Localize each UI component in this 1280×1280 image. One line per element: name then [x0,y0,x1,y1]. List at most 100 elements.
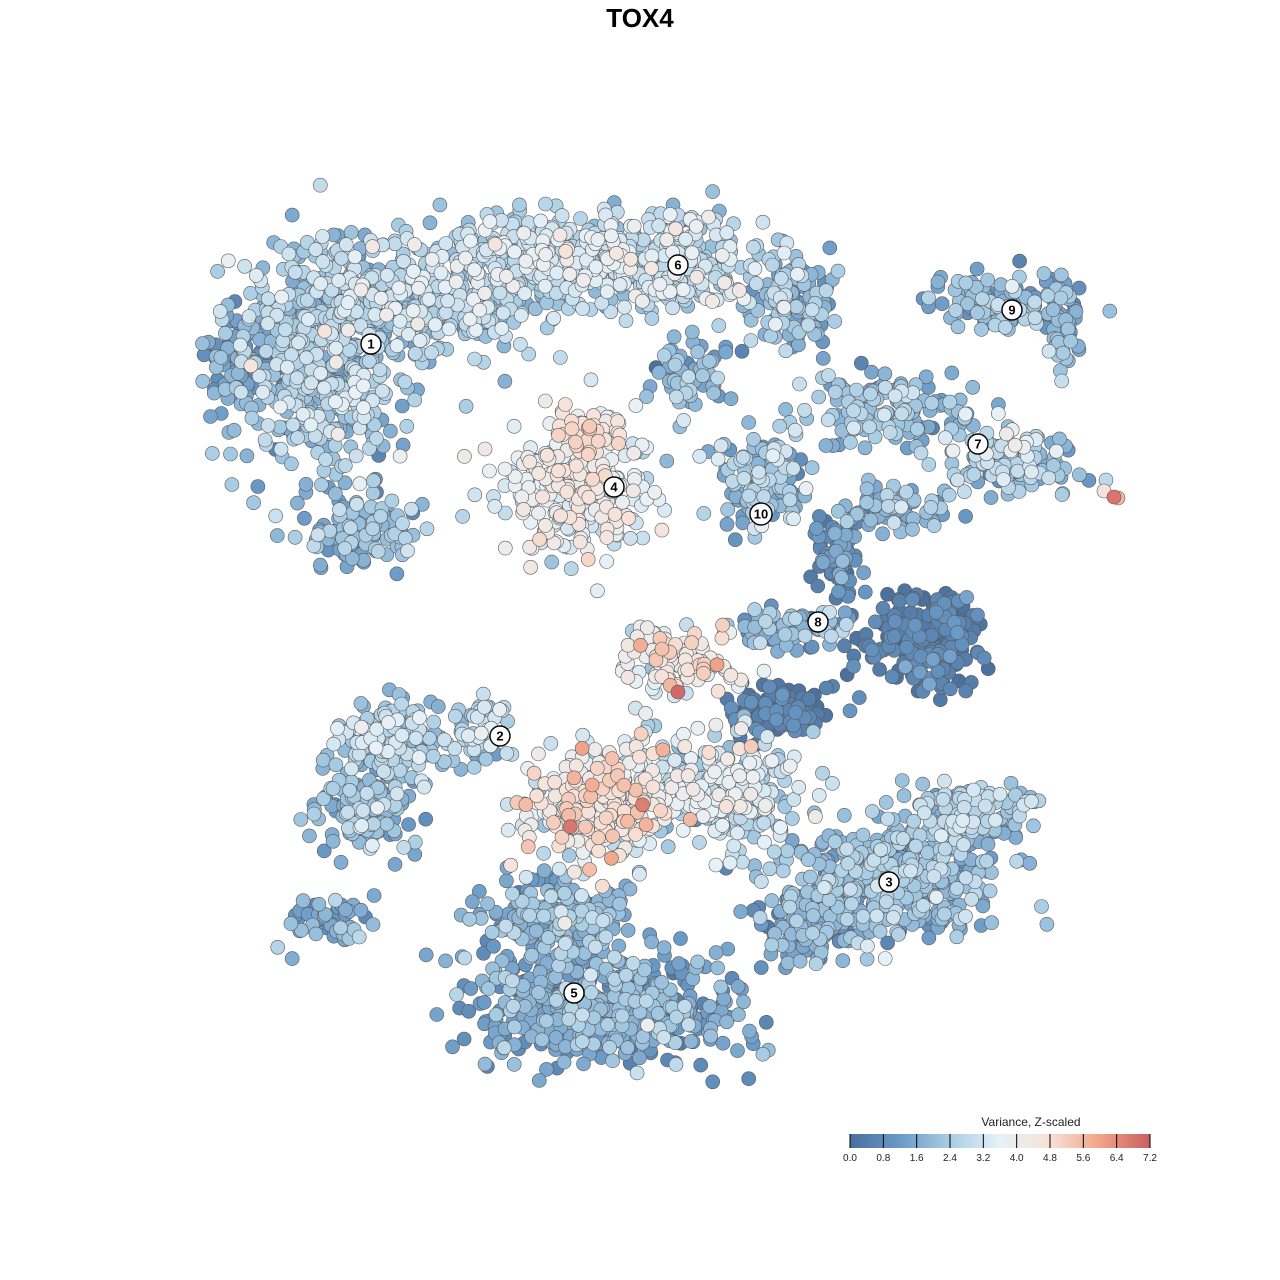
data-point [353,902,369,918]
data-point [719,225,735,240]
data-point [638,993,654,1009]
data-point [703,1028,719,1044]
data-point [907,617,923,633]
data-point [244,410,260,426]
data-point [1041,470,1056,486]
data-point [915,776,931,792]
data-point [843,881,858,897]
data-point [476,699,492,715]
data-point [384,493,400,509]
data-point [408,730,424,746]
data-point [316,843,332,859]
data-point [825,776,840,791]
data-point [997,319,1013,335]
data-point [315,229,330,244]
data-point [753,874,769,889]
data-point [965,379,981,395]
data-point [792,376,807,392]
data-point [343,520,358,536]
data-point [856,565,871,581]
data-point [1054,487,1070,502]
data-point [690,954,706,970]
data-point [988,812,1003,828]
data-point [734,343,750,359]
data-point [257,432,273,448]
data-point [315,752,331,768]
data-point [1036,266,1052,281]
points-layer [195,177,1126,1090]
data-point [656,1030,672,1045]
data-point [823,628,839,644]
data-point [921,457,937,472]
data-point [822,240,838,256]
data-point [397,374,413,390]
data-point [583,372,599,388]
data-point [820,412,836,428]
data-point [723,391,739,407]
data-point [836,807,852,823]
data-point [290,430,305,446]
data-point [365,917,381,932]
data-point [786,717,801,733]
data-point [213,350,229,365]
data-point [821,892,837,908]
data-point [583,967,599,983]
data-point [782,899,798,915]
data-point [827,526,843,541]
data-point [872,924,888,939]
data-point [480,896,495,912]
data-point [625,956,641,971]
data-point [366,888,382,903]
data-point [338,237,354,252]
data-point [742,1023,757,1039]
data-point [864,804,880,819]
data-point [457,950,473,966]
data-point [387,857,403,872]
data-point [224,477,240,492]
data-point [846,658,861,674]
data-point [772,418,788,434]
data-point [769,712,784,728]
data-point [588,939,603,955]
data-point [762,679,777,695]
data-point [575,1007,590,1023]
data-point [605,1053,620,1068]
data-point [373,508,389,524]
data-point [496,1040,512,1055]
data-point [811,389,827,405]
data-point [426,714,442,730]
data-point [548,992,564,1008]
data-point [544,554,560,570]
data-point [666,329,682,345]
data-point [476,945,491,961]
data-point [976,650,992,666]
data-point [830,263,846,279]
data-point [695,368,710,384]
data-point [702,999,718,1014]
data-point [487,499,503,514]
data-point [765,257,780,273]
data-point [980,836,996,852]
data-point [780,843,795,859]
data-point [943,681,958,697]
data-point [905,521,920,537]
data-point [223,446,238,462]
data-point [623,530,638,546]
data-point [365,485,381,501]
data-point [312,177,328,193]
data-point [903,863,918,879]
data-point [467,487,483,503]
data-point [839,841,855,857]
data-point [316,380,332,396]
data-point [736,994,751,1010]
data-point [333,920,348,936]
data-point [786,792,802,807]
data-point [557,936,573,951]
data-point [340,804,356,820]
data-point [239,448,255,464]
data-point [536,863,552,879]
data-point [273,441,289,457]
data-point [436,732,452,748]
data-point [913,445,929,461]
data-point [846,420,862,436]
